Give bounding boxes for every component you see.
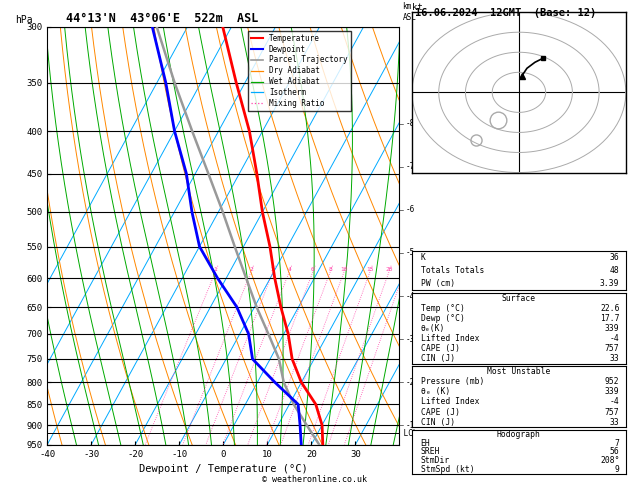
Text: 20: 20 xyxy=(385,267,392,272)
Text: -3: -3 xyxy=(406,334,415,344)
Text: 339: 339 xyxy=(605,324,620,333)
Text: Totals Totals: Totals Totals xyxy=(421,266,484,275)
Text: 16.06.2024  12GMT  (Base: 12): 16.06.2024 12GMT (Base: 12) xyxy=(415,8,596,18)
Text: 56: 56 xyxy=(610,448,620,456)
Text: -1: -1 xyxy=(406,420,415,430)
Text: -8: -8 xyxy=(406,120,415,128)
Text: 36: 36 xyxy=(610,253,620,262)
Text: 1: 1 xyxy=(213,267,217,272)
Text: CIN (J): CIN (J) xyxy=(421,417,455,427)
Text: Lifted Index: Lifted Index xyxy=(421,398,479,406)
Text: Dewp (°C): Dewp (°C) xyxy=(421,314,464,323)
Text: Most Unstable: Most Unstable xyxy=(487,367,550,376)
Text: 952: 952 xyxy=(605,377,620,386)
Text: CIN (J): CIN (J) xyxy=(421,354,455,363)
Text: 9: 9 xyxy=(615,465,620,474)
Text: kt: kt xyxy=(412,3,423,12)
Text: 44°13'N  43°06'E  522m  ASL: 44°13'N 43°06'E 522m ASL xyxy=(66,12,259,25)
X-axis label: Dewpoint / Temperature (°C): Dewpoint / Temperature (°C) xyxy=(139,464,308,474)
Text: 7: 7 xyxy=(615,439,620,448)
Text: StmSpd (kt): StmSpd (kt) xyxy=(421,465,474,474)
Text: 15: 15 xyxy=(366,267,374,272)
Text: 2: 2 xyxy=(249,267,253,272)
Text: 6: 6 xyxy=(311,267,314,272)
Text: 757: 757 xyxy=(605,344,620,353)
Text: 3: 3 xyxy=(271,267,275,272)
Text: 339: 339 xyxy=(605,387,620,396)
Text: 757: 757 xyxy=(605,407,620,417)
Text: © weatheronline.co.uk: © weatheronline.co.uk xyxy=(262,474,367,484)
Text: θₑ(K): θₑ(K) xyxy=(421,324,445,333)
Text: hPa: hPa xyxy=(16,15,33,25)
Text: 22.6: 22.6 xyxy=(600,304,620,312)
Text: -7: -7 xyxy=(406,162,415,172)
Text: 3.39: 3.39 xyxy=(600,279,620,288)
Text: StmDir: StmDir xyxy=(421,456,450,465)
Text: -6: -6 xyxy=(406,206,415,214)
Text: EH: EH xyxy=(421,439,430,448)
Text: 33: 33 xyxy=(610,354,620,363)
Text: Pressure (mb): Pressure (mb) xyxy=(421,377,484,386)
Text: θₑ (K): θₑ (K) xyxy=(421,387,450,396)
Text: Surface: Surface xyxy=(502,294,536,303)
Text: CAPE (J): CAPE (J) xyxy=(421,407,460,417)
Text: km
ASL: km ASL xyxy=(403,2,416,22)
Text: 208°: 208° xyxy=(600,456,620,465)
Text: 4: 4 xyxy=(287,267,291,272)
Text: -4: -4 xyxy=(610,398,620,406)
Text: -4: -4 xyxy=(406,292,415,300)
Text: 17.7: 17.7 xyxy=(600,314,620,323)
Text: Hodograph: Hodograph xyxy=(497,430,541,439)
Text: Temp (°C): Temp (°C) xyxy=(421,304,464,312)
Text: -4: -4 xyxy=(610,334,620,343)
Text: -5: -5 xyxy=(406,248,415,258)
Text: K: K xyxy=(421,253,425,262)
Text: 33: 33 xyxy=(610,417,620,427)
Text: -2: -2 xyxy=(406,378,415,386)
Text: SREH: SREH xyxy=(421,448,440,456)
Text: 8: 8 xyxy=(328,267,332,272)
Text: 10: 10 xyxy=(340,267,348,272)
Text: PW (cm): PW (cm) xyxy=(421,279,455,288)
Legend: Temperature, Dewpoint, Parcel Trajectory, Dry Adiabat, Wet Adiabat, Isotherm, Mi: Temperature, Dewpoint, Parcel Trajectory… xyxy=(248,31,350,111)
Text: LCL: LCL xyxy=(399,429,418,437)
Text: 48: 48 xyxy=(610,266,620,275)
Text: Lifted Index: Lifted Index xyxy=(421,334,479,343)
Text: CAPE (J): CAPE (J) xyxy=(421,344,460,353)
